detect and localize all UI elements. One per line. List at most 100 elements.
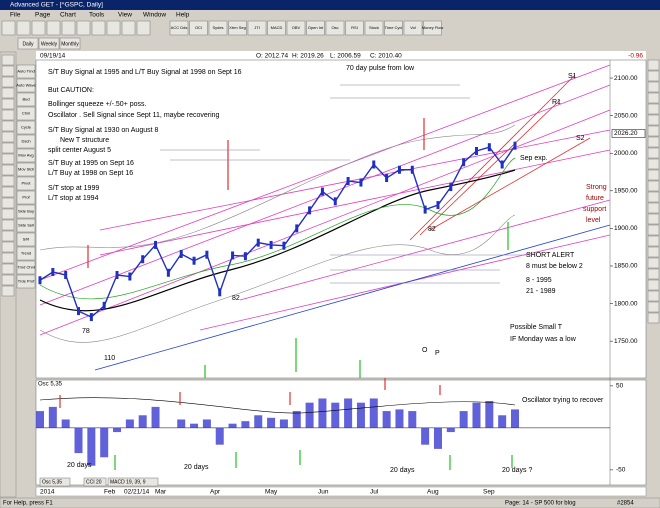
tool-icon[interactable]	[647, 147, 660, 159]
tool-icon[interactable]	[647, 301, 660, 313]
toolbar-icon[interactable]	[46, 20, 61, 36]
side-button[interactable]	[16, 162, 36, 177]
tool-icon[interactable]	[1, 175, 15, 187]
side-label[interactable]: Mov Avg	[18, 153, 33, 158]
side-label[interactable]: Auto Trnd	[17, 69, 34, 74]
tool-icon[interactable]	[1, 285, 15, 297]
tool-icon[interactable]	[1, 274, 15, 286]
tool-icon[interactable]	[647, 169, 660, 181]
menu-item[interactable]: View	[118, 12, 132, 19]
tab-label[interactable]: Daily	[22, 41, 34, 47]
side-button[interactable]	[16, 260, 36, 275]
tool-icon[interactable]	[647, 125, 660, 137]
tool-icon[interactable]	[647, 246, 660, 258]
bottom-tab[interactable]	[107, 477, 159, 487]
tool-icon[interactable]	[647, 290, 660, 302]
toolbar-label[interactable]: JTI	[254, 25, 260, 30]
toolbar-button[interactable]	[364, 20, 384, 36]
side-button[interactable]	[16, 120, 36, 135]
side-button[interactable]	[16, 106, 36, 121]
toolbar-button[interactable]	[286, 20, 306, 36]
bottom-tab-label[interactable]: MACD 19, 39, 9	[110, 479, 146, 485]
toolbar-button[interactable]	[325, 20, 345, 36]
tool-icon[interactable]	[647, 191, 660, 203]
side-label[interactable]: Dsch	[21, 139, 30, 144]
tool-icon[interactable]	[647, 81, 660, 93]
side-label[interactable]: Side Sell	[18, 223, 34, 228]
toolbar-button[interactable]	[189, 20, 208, 36]
tab[interactable]	[17, 37, 39, 50]
tool-icon[interactable]	[1, 65, 15, 77]
tool-icon[interactable]	[1, 219, 15, 231]
toolbar-icon[interactable]	[136, 20, 151, 36]
tool-icon[interactable]	[647, 268, 660, 280]
toolbar-label[interactable]: Sydes	[212, 25, 223, 30]
toolbar-button[interactable]	[423, 20, 442, 36]
tool-icon[interactable]	[647, 158, 660, 170]
tool-icon[interactable]	[647, 114, 660, 126]
toolbar-button[interactable]	[403, 20, 423, 36]
side-button[interactable]	[16, 232, 36, 247]
toolbar-icon[interactable]	[61, 20, 76, 36]
tool-icon[interactable]	[1, 98, 15, 110]
tool-icon[interactable]	[647, 202, 660, 214]
tool-icon[interactable]	[647, 224, 660, 236]
toolbar-label[interactable]: Osc	[331, 25, 338, 30]
toolbar-label[interactable]: ACC Dds	[171, 25, 188, 30]
toolbar-icon[interactable]	[31, 20, 46, 36]
toolbar-button[interactable]	[345, 20, 364, 36]
toolbar-icon[interactable]	[16, 20, 31, 36]
bottom-tab[interactable]	[83, 477, 107, 487]
side-button[interactable]	[16, 92, 36, 107]
tool-icon[interactable]	[647, 59, 660, 71]
tool-icon[interactable]	[647, 70, 660, 82]
tool-icon[interactable]	[647, 312, 660, 324]
side-button[interactable]	[16, 176, 36, 191]
side-button[interactable]	[16, 204, 36, 219]
toolbar-label[interactable]: MACD	[271, 25, 283, 30]
tool-icon[interactable]	[1, 186, 15, 198]
toolbar-label[interactable]: Open Int	[308, 25, 324, 30]
toolbar-icon[interactable]	[91, 20, 106, 36]
tool-icon[interactable]	[647, 213, 660, 225]
menu-item[interactable]: Help	[176, 12, 190, 19]
tool-icon[interactable]	[1, 263, 15, 275]
tool-icon[interactable]	[1, 241, 15, 253]
side-button[interactable]	[16, 218, 36, 233]
side-label[interactable]: Chnl	[22, 111, 30, 116]
tab-label[interactable]: Monthly	[61, 41, 79, 47]
tool-icon[interactable]	[1, 142, 15, 154]
side-label[interactable]: Pivot	[22, 181, 32, 186]
side-label[interactable]: Trnd Chnl	[17, 265, 35, 270]
side-button[interactable]	[16, 274, 36, 289]
tool-icon[interactable]	[1, 208, 15, 220]
toolbar-icon[interactable]	[106, 20, 121, 36]
tool-icon[interactable]	[1, 120, 15, 132]
bottom-tab-label[interactable]: Osc 5,35	[42, 479, 62, 485]
tool-icon[interactable]	[647, 257, 660, 269]
side-label[interactable]: Trde Prof	[18, 279, 35, 284]
tab[interactable]	[59, 37, 81, 50]
tab[interactable]	[38, 37, 60, 50]
toolbar-icon[interactable]	[1, 20, 16, 36]
side-label[interactable]: S/R	[23, 237, 30, 242]
toolbar-button[interactable]	[228, 20, 247, 36]
menu-item[interactable]: Page	[35, 12, 51, 19]
side-button[interactable]	[16, 64, 36, 79]
side-button[interactable]	[16, 134, 36, 149]
toolbar-button[interactable]	[208, 20, 228, 36]
toolbar-label[interactable]: RSI	[351, 25, 358, 30]
toolbar-label[interactable]: Vol	[410, 25, 416, 30]
tool-icon[interactable]	[1, 197, 15, 209]
tool-icon[interactable]	[647, 235, 660, 247]
tool-icon[interactable]	[1, 131, 15, 143]
side-label[interactable]: Mov Stdr	[18, 167, 35, 172]
tool-icon[interactable]	[1, 54, 15, 66]
tool-icon[interactable]	[1, 153, 15, 165]
toolbar-icon[interactable]	[76, 20, 91, 36]
side-button[interactable]	[16, 246, 36, 261]
side-label[interactable]: Prof	[22, 195, 30, 200]
toolbar-button[interactable]	[169, 20, 189, 36]
toolbar-label[interactable]: Time Cycl	[385, 25, 403, 30]
side-label[interactable]: Cycle	[21, 125, 32, 130]
